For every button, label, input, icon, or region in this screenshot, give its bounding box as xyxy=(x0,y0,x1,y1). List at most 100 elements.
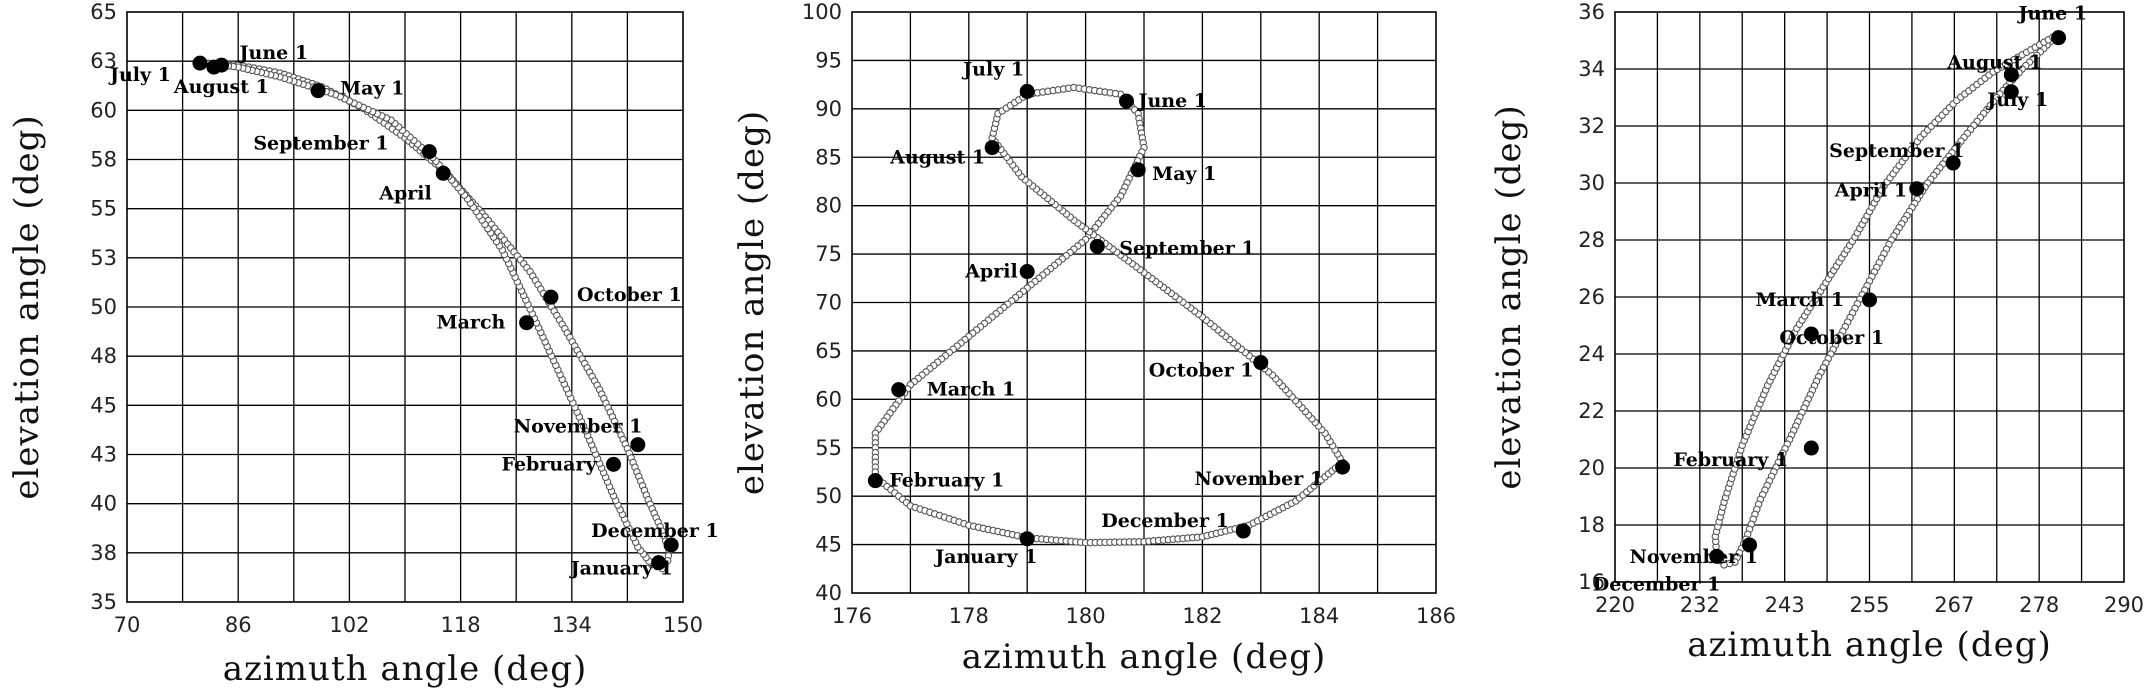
y-tick-label: 26 xyxy=(1578,285,1605,309)
month-label: November 1 xyxy=(1630,546,1759,568)
month-label: June 1 xyxy=(2017,3,2088,25)
y-tick-label: 18 xyxy=(1578,513,1605,537)
y-tick-label: 16 xyxy=(1578,570,1605,594)
month-label: October 1 xyxy=(1779,327,1884,349)
month-label: January 1 xyxy=(569,558,673,580)
month-marker xyxy=(606,456,621,472)
x-tick-label: 86 xyxy=(225,613,252,637)
month-marker xyxy=(1803,326,1819,342)
month-marker xyxy=(1019,531,1035,547)
month-marker xyxy=(1089,238,1105,254)
month-label: March xyxy=(437,312,506,334)
x-tick-label: 255 xyxy=(1849,593,1889,617)
month-marker xyxy=(2051,30,2067,46)
month-label: January 1 xyxy=(933,546,1037,568)
y-tick-label: 22 xyxy=(1578,399,1605,423)
month-label: September 1 xyxy=(1829,140,1964,162)
y-tick-label: 50 xyxy=(90,295,117,319)
y-tick-label: 40 xyxy=(815,581,842,605)
y-tick-label: 43 xyxy=(90,443,117,467)
x-tick-label: 184 xyxy=(1299,604,1339,628)
month-marker xyxy=(435,165,451,181)
month-label: April xyxy=(964,261,1017,283)
x-tick-label: 134 xyxy=(552,613,592,637)
y-axis-title: elevation angle (deg) xyxy=(732,110,772,495)
month-label: March 1 xyxy=(927,379,1016,401)
y-tick-label: 65 xyxy=(815,339,842,363)
x-tick-label: 180 xyxy=(1066,604,1106,628)
month-marker xyxy=(1019,83,1035,99)
y-tick-label: 58 xyxy=(90,148,117,172)
y-tick-label: 34 xyxy=(1578,57,1605,81)
analemma-trace-2 xyxy=(1711,33,2057,561)
month-marker xyxy=(1235,523,1251,539)
y-tick-label: 55 xyxy=(815,436,842,460)
month-marker xyxy=(310,83,326,99)
plot-frame xyxy=(1614,11,2125,583)
y-tick-label: 90 xyxy=(815,97,842,121)
month-marker xyxy=(2003,84,2019,100)
plot-frame xyxy=(851,11,1437,594)
chart-panel-3: 220 232 243 255 267 278 290 16 18 20 22 24 26 28 30 32 3… xyxy=(1489,0,2144,665)
month-marker xyxy=(1335,459,1351,475)
y-tick-label: 20 xyxy=(1578,456,1605,480)
month-marker xyxy=(867,473,883,489)
y-axis-title: elevation angle (deg) xyxy=(7,114,47,499)
month-marker xyxy=(984,140,1000,156)
x-axis-title: azimuth angle (deg) xyxy=(223,649,587,689)
month-marker xyxy=(1253,355,1269,371)
x-tick-label: 150 xyxy=(663,613,703,637)
month-marker xyxy=(1742,537,1758,553)
month-label: December 1 xyxy=(591,520,719,542)
y-tick-label: 100 xyxy=(802,0,842,24)
month-label: February xyxy=(502,453,598,475)
y-tick-label: 70 xyxy=(815,291,842,315)
month-label: September 1 xyxy=(1119,237,1254,259)
y-tick-label: 60 xyxy=(90,98,117,122)
x-tick-label: 70 xyxy=(114,613,141,637)
month-label: November 1 xyxy=(1195,468,1324,490)
y-tick-label: 53 xyxy=(90,246,117,270)
y-tick-label: 63 xyxy=(90,49,117,73)
month-marker xyxy=(1130,162,1146,178)
y-tick-label: 38 xyxy=(90,541,117,565)
y-tick-label: 95 xyxy=(815,48,842,72)
chart-panel-2: 176 178 180 182 184 186 40 45 50 55 60 65 70 75 80 85 90… xyxy=(732,0,1456,677)
y-tick-label: 50 xyxy=(815,484,842,508)
month-marker xyxy=(891,382,907,398)
x-tick-label: 182 xyxy=(1182,604,1222,628)
y-tick-label: 85 xyxy=(815,145,842,169)
y-tick-label: 75 xyxy=(815,242,842,266)
month-marker xyxy=(651,555,667,571)
x-tick-label: 186 xyxy=(1416,604,1456,628)
month-marker xyxy=(1118,93,1134,109)
x-tick-label: 220 xyxy=(1595,593,1635,617)
plot-frame xyxy=(126,11,684,603)
x-tick-label: 176 xyxy=(832,604,872,628)
month-marker xyxy=(1709,548,1725,564)
month-marker xyxy=(2003,67,2019,83)
y-tick-label: 40 xyxy=(90,492,117,516)
y-tick-label: 45 xyxy=(90,393,117,417)
x-tick-label: 290 xyxy=(2104,593,2144,617)
y-tick-label: 24 xyxy=(1578,342,1605,366)
chart-panel-1: 70 86 102 118 134 150 35 38 40 43 45 48 50 53 55 58 60 63… xyxy=(7,0,719,689)
month-label: October 1 xyxy=(577,284,682,306)
y-tick-label: 60 xyxy=(815,387,842,411)
month-label: April 1 xyxy=(1834,180,1907,202)
x-axis-title: azimuth angle (deg) xyxy=(1687,625,2051,665)
y-tick-label: 36 xyxy=(1578,0,1605,24)
month-marker xyxy=(1945,155,1961,171)
y-tick-label: 65 xyxy=(90,0,117,24)
analemma-trace-1 xyxy=(871,83,1347,547)
trace-point xyxy=(1111,89,1120,98)
month-label: June 1 xyxy=(238,42,309,64)
month-label: October 1 xyxy=(1149,360,1254,382)
x-tick-label: 278 xyxy=(2019,593,2059,617)
month-label: April xyxy=(378,182,431,204)
month-label: July 1 xyxy=(1985,89,2048,111)
x-tick-label: 178 xyxy=(949,604,989,628)
month-marker xyxy=(1019,264,1035,280)
y-tick-label: 28 xyxy=(1578,228,1605,252)
month-marker xyxy=(192,55,208,71)
